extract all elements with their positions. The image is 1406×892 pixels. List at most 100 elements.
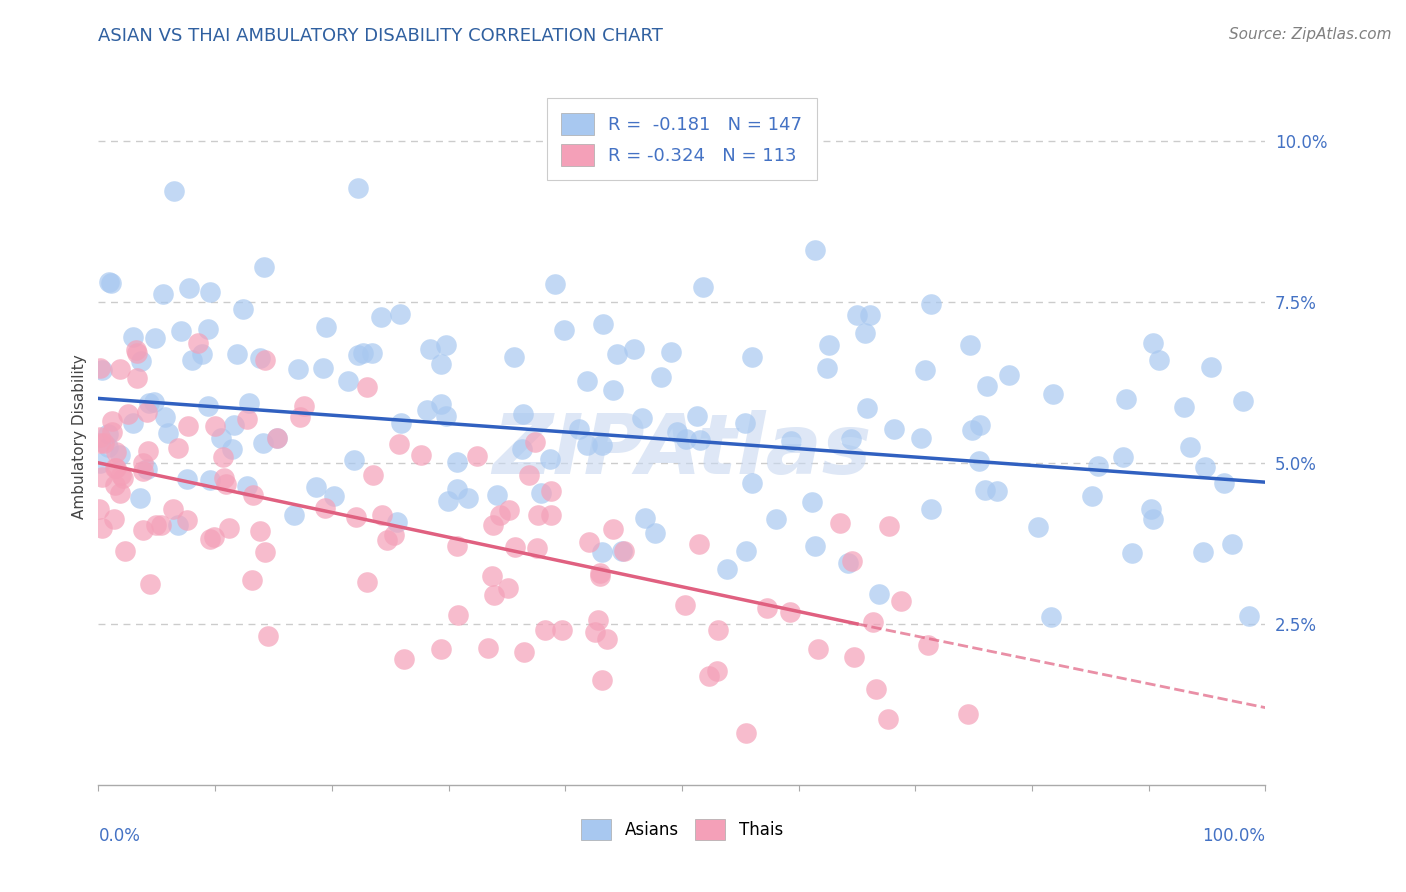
Point: [218, 521, 240, 535]
Point: [110, 448, 132, 462]
Point: [526, 508, 548, 522]
Point: [534, 623, 557, 637]
Point: [540, 508, 562, 522]
Point: [706, 665, 728, 679]
Point: [513, 645, 536, 659]
Point: [837, 557, 859, 571]
Point: [249, 524, 271, 538]
Point: [986, 483, 1008, 498]
Point: [187, 335, 209, 350]
Point: [100, 277, 122, 291]
Point: [419, 342, 441, 356]
Point: [346, 348, 368, 362]
Point: [716, 562, 738, 576]
Point: [815, 361, 838, 376]
Point: [127, 370, 149, 384]
Point: [388, 437, 411, 451]
Point: [344, 510, 367, 524]
Point: [152, 287, 174, 301]
Point: [510, 442, 533, 456]
Point: [434, 337, 457, 351]
Point: [1087, 458, 1109, 473]
Point: [496, 582, 519, 596]
Point: [998, 368, 1021, 382]
Point: [707, 623, 730, 637]
Point: [215, 476, 238, 491]
Point: [779, 434, 801, 449]
Point: [135, 405, 157, 419]
Point: [122, 416, 145, 430]
Point: [434, 409, 457, 423]
Point: [613, 543, 636, 558]
Point: [361, 468, 384, 483]
Point: [568, 422, 591, 436]
Point: [343, 452, 366, 467]
Point: [139, 577, 162, 591]
Point: [315, 320, 337, 334]
Point: [382, 527, 405, 541]
Point: [254, 352, 277, 367]
Point: [1142, 512, 1164, 526]
Point: [100, 414, 122, 428]
Point: [957, 707, 980, 722]
Point: [197, 322, 219, 336]
Point: [257, 629, 280, 643]
Point: [125, 346, 148, 360]
Point: [697, 669, 720, 683]
Point: [800, 495, 823, 509]
Point: [610, 543, 633, 558]
Point: [249, 351, 271, 365]
Point: [236, 411, 259, 425]
Point: [89, 361, 111, 376]
Point: [862, 615, 884, 630]
Point: [1112, 450, 1135, 465]
Point: [167, 517, 190, 532]
Point: [623, 343, 645, 357]
Point: [538, 452, 561, 467]
Point: [634, 510, 657, 524]
Point: [98, 275, 121, 289]
Point: [108, 361, 131, 376]
Point: [87, 502, 110, 516]
Point: [967, 454, 990, 468]
Point: [232, 302, 254, 317]
Point: [288, 410, 311, 425]
Point: [1115, 392, 1137, 406]
Point: [266, 431, 288, 445]
Point: [503, 540, 526, 554]
Point: [212, 470, 235, 484]
Point: [170, 324, 193, 338]
Point: [765, 512, 787, 526]
Point: [222, 418, 245, 433]
Point: [225, 347, 247, 361]
Point: [1142, 336, 1164, 351]
Point: [846, 308, 869, 322]
Point: [583, 624, 606, 639]
Point: [578, 535, 600, 549]
Point: [856, 401, 879, 415]
Point: [90, 363, 112, 377]
Point: [429, 357, 451, 371]
Point: [673, 598, 696, 612]
Point: [1147, 353, 1170, 368]
Text: ASIAN VS THAI AMBULATORY DISABILITY CORRELATION CHART: ASIAN VS THAI AMBULATORY DISABILITY CORR…: [98, 27, 664, 45]
Point: [734, 417, 756, 431]
Point: [969, 417, 991, 432]
Point: [157, 426, 180, 441]
Point: [356, 574, 378, 589]
Point: [117, 407, 139, 421]
Point: [457, 491, 479, 505]
Point: [436, 494, 458, 508]
Point: [530, 486, 553, 500]
Point: [287, 361, 309, 376]
Point: [876, 712, 898, 726]
Point: [314, 500, 336, 515]
Point: [91, 470, 114, 484]
Point: [221, 442, 243, 457]
Point: [591, 673, 613, 687]
Point: [312, 361, 335, 376]
Point: [576, 374, 599, 388]
Point: [347, 181, 370, 195]
Point: [519, 467, 541, 482]
Point: [489, 508, 512, 522]
